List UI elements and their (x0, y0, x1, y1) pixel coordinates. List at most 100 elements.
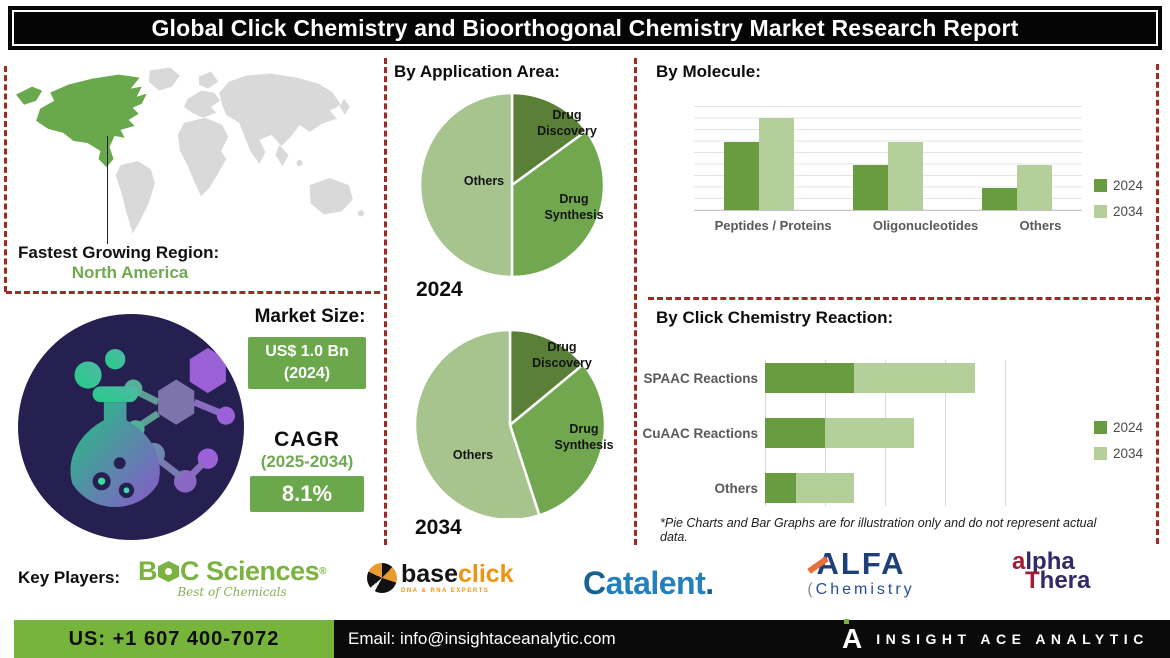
category-label: Oligonucleotides (872, 218, 979, 233)
hbar-2024-others (765, 473, 797, 503)
pie-slice-label: Drug Synthesis (554, 422, 614, 452)
divider-middle-left (384, 58, 387, 545)
alphathera-accent1: a (1012, 548, 1026, 575)
market-size-value: US$ 1.0 Bn (265, 343, 349, 360)
brand-block: A INSIGHT ACE ANALYTIC (842, 619, 1149, 658)
boc-tagline: Best of Chemicals (177, 585, 287, 599)
map-africa (177, 117, 229, 197)
catalent-dot: . (705, 565, 714, 601)
bar-2034-others (1017, 165, 1053, 210)
map-leader-line (107, 136, 108, 244)
legend-label: 2034 (1113, 204, 1144, 219)
alfa-line1: ALFA (816, 546, 906, 581)
hbar-row-1 (765, 418, 1006, 448)
pie-slice-drug-discovery (508, 328, 585, 427)
map-new-zealand (357, 210, 364, 217)
map-north-america-highlight (16, 74, 147, 168)
logo-alphathera: alpha Thera (1012, 548, 1091, 594)
cagr-period: (2025-2034) (260, 452, 354, 471)
alfa-paren: ( (807, 581, 816, 598)
pie-slice-label: Drug Synthesis (544, 192, 604, 222)
section-by-reaction: By Click Chemistry Reaction: (656, 308, 894, 327)
divider-right-horizontal (648, 297, 1160, 300)
pie-slice-drug-discovery (510, 91, 588, 187)
legend-label: 2024 (1113, 420, 1144, 435)
pie-slice-drug-synthesis (508, 363, 607, 517)
divider-left-edge (4, 66, 7, 292)
map-south-america (115, 161, 155, 234)
boc-hexagon-icon (158, 561, 180, 582)
bar-2024-others (982, 188, 1018, 210)
world-map (16, 67, 364, 234)
section-application-area: By Application Area: (394, 62, 560, 81)
baseclick-tagline: DNA & RNA EXPERTS (401, 588, 490, 594)
title-bar: Global Click Chemistry and Bioorthogonal… (8, 6, 1162, 50)
logo-baseclick: baseclick DNA & RNA EXPERTS (367, 562, 514, 594)
legend-swatch (1094, 205, 1107, 218)
hbar-row-2 (765, 473, 1006, 503)
category-label: Others (1019, 218, 1062, 233)
legend-item-2034: 2034 (1094, 446, 1143, 461)
divider-right-edge (1156, 64, 1159, 544)
pie-slice-label: Others (463, 174, 505, 188)
phone-box: US: +1 607 400-7072 (14, 620, 334, 658)
pie-slice-label: Drug Discovery (532, 340, 592, 370)
hbar-2034-cuaac-reactions (825, 418, 915, 448)
divider-left-horizontal (6, 291, 380, 294)
legend-item-2024: 2024 (1094, 178, 1143, 193)
catalent-c: C (583, 565, 606, 601)
bar-2024-peptides-proteins (723, 142, 759, 210)
category-label: CuAAC Reactions (642, 426, 758, 441)
alphathera-line1: lpha (1025, 548, 1075, 575)
hbar-row-0 (765, 363, 1006, 393)
key-players-heading: Key Players: (18, 568, 121, 587)
alphathera-accent2: T (1025, 566, 1040, 594)
pie-slice-drug-synthesis (510, 129, 606, 279)
pie-chart-2024: Drug Discovery Drug Synthesis Others (417, 88, 607, 279)
map-japan (339, 98, 350, 115)
boc-b: B (138, 556, 158, 586)
bar-2024-oligonucleotides (852, 165, 888, 210)
map-australia (309, 178, 353, 215)
email-text: Email: info@insightaceanalytic.com (348, 629, 616, 648)
report-title: Global Click Chemistry and Bioorthogonal… (151, 14, 1019, 41)
flask-icon (70, 349, 160, 508)
bar-group-1 (852, 106, 923, 210)
map-scandinavia (199, 71, 219, 89)
insightace-logo-icon: A (842, 619, 863, 654)
logo-boc-sciences: B C Sciences ® Best of Chemicals (132, 556, 332, 599)
pie-slice-others (418, 91, 514, 279)
molecule-legend: 2024 2034 (1094, 178, 1143, 219)
market-size-badge: US$ 1.0 Bn (2024) (248, 337, 366, 389)
boc-rest: C Sciences (180, 556, 320, 586)
cagr-label: CAGR (274, 428, 340, 451)
bar-2034-peptides-proteins (758, 118, 794, 210)
bar-group-2 (982, 106, 1053, 210)
hbar-2034-spaac-reactions (854, 363, 975, 393)
legend-swatch (1094, 179, 1107, 192)
logo-alfa-chemistry: ALFA (Chemistry (793, 548, 929, 598)
hbar-2024-spaac-reactions (765, 363, 855, 393)
legend-label: 2034 (1113, 446, 1144, 461)
legend-item-2024: 2024 (1094, 420, 1143, 435)
bar-group-0 (723, 106, 794, 210)
hbar-2024-cuaac-reactions (765, 418, 826, 448)
logo-catalent: Catalent. (583, 565, 714, 602)
pie-slice-label: Drug Discovery (537, 108, 597, 138)
alfa-line2: Chemistry (815, 581, 915, 598)
alphathera-line2: hera (1039, 566, 1091, 594)
category-label: SPAAC Reactions (643, 371, 758, 386)
divider-middle-right (634, 58, 637, 545)
chart-footnote: *Pie Charts and Bar Graphs are for illus… (660, 516, 1097, 544)
map-southeast-asia (275, 144, 289, 167)
map-asia (219, 73, 341, 165)
bar-2034-oligonucleotides (887, 142, 923, 210)
pie-chart-2034: Drug Discovery Drug Synthesis Others (413, 328, 614, 522)
legend-item-2034: 2034 (1094, 204, 1143, 219)
legend-swatch (1094, 447, 1107, 460)
category-label: Others (714, 481, 758, 496)
baseclick-base: base (401, 560, 458, 588)
reaction-legend: 2024 2034 (1094, 420, 1143, 461)
flask-molecule-icon (70, 347, 235, 508)
